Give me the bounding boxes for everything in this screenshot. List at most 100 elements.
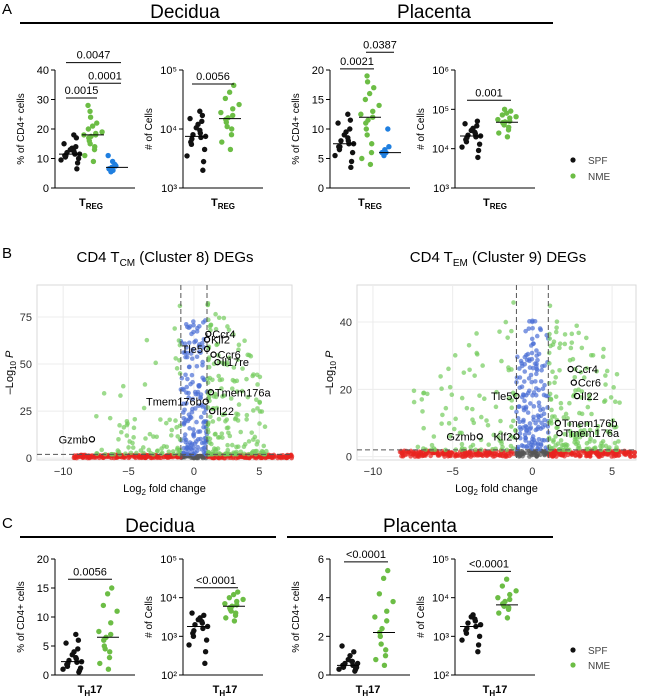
volcano-point bbox=[504, 447, 510, 453]
volcano-point bbox=[189, 356, 195, 361]
data-point bbox=[499, 583, 506, 589]
labeled-gene-point bbox=[88, 436, 96, 443]
volcano-point bbox=[531, 417, 536, 423]
data-point bbox=[94, 120, 100, 126]
data-point bbox=[386, 144, 392, 150]
data-point bbox=[465, 132, 471, 138]
volcano-point bbox=[580, 431, 586, 437]
y-tick-label: 10⁴ bbox=[432, 144, 449, 156]
data-point bbox=[222, 600, 228, 607]
volcano-point bbox=[584, 441, 590, 446]
panel-label-c: C bbox=[2, 515, 13, 532]
y-axis-label: –Log10 P bbox=[324, 350, 338, 394]
volcano-point bbox=[164, 444, 170, 450]
data-point bbox=[476, 633, 483, 640]
data-point bbox=[364, 132, 370, 138]
data-point bbox=[108, 620, 114, 626]
volcano-point bbox=[607, 445, 612, 450]
plot-area bbox=[36, 284, 293, 461]
volcano-point bbox=[535, 357, 540, 363]
volcano-point bbox=[94, 451, 99, 456]
volcano-point bbox=[190, 379, 195, 385]
volcano-point bbox=[217, 434, 222, 440]
volcano-point bbox=[491, 432, 497, 438]
volcano-point bbox=[460, 454, 466, 459]
volcano-point bbox=[548, 396, 554, 402]
data-point bbox=[202, 649, 209, 655]
data-point bbox=[378, 641, 384, 647]
volcano-point bbox=[194, 419, 199, 425]
data-point bbox=[475, 649, 481, 655]
volcano-point bbox=[587, 427, 593, 433]
volcano-point bbox=[191, 319, 196, 324]
gene-label: Il22 bbox=[581, 391, 599, 403]
y-tick-label: 10⁵ bbox=[432, 104, 449, 116]
volcano-point bbox=[534, 371, 539, 377]
volcano-point bbox=[585, 421, 590, 427]
volcano-point bbox=[155, 454, 161, 460]
volcano-point bbox=[229, 386, 235, 391]
volcano-point bbox=[549, 407, 554, 413]
data-point bbox=[189, 136, 195, 142]
volcano-point bbox=[568, 345, 574, 351]
volcano-point bbox=[525, 410, 531, 415]
data-point bbox=[186, 642, 192, 648]
volcano-point bbox=[560, 447, 566, 453]
volcano-point bbox=[193, 406, 198, 411]
labeled-gene-point bbox=[556, 429, 563, 437]
y-tick-label: 50 bbox=[20, 359, 32, 371]
x-axis-label: TH17 bbox=[483, 684, 508, 698]
volcano-point bbox=[470, 406, 475, 412]
y-tick-label: 10 bbox=[312, 124, 324, 136]
volcano-point bbox=[78, 452, 83, 458]
volcano-point bbox=[449, 450, 454, 456]
volcano-point bbox=[421, 390, 427, 396]
volcano-point bbox=[411, 399, 417, 405]
volcano-point bbox=[534, 348, 539, 353]
p-value-label: <0.0001 bbox=[346, 549, 386, 561]
p-value-label: 0.001 bbox=[475, 87, 503, 99]
volcano-point bbox=[551, 437, 556, 443]
volcano-point bbox=[120, 383, 126, 389]
volcano-point bbox=[595, 451, 601, 456]
volcano-point bbox=[612, 399, 618, 405]
volcano-point bbox=[71, 455, 77, 461]
volcano-point bbox=[491, 454, 496, 459]
labeled-gene-point bbox=[554, 419, 562, 427]
x-label-rest: 17 bbox=[225, 684, 237, 696]
volcano-point bbox=[246, 439, 252, 444]
volcano-point bbox=[187, 340, 192, 346]
y-tick-label: 10² bbox=[161, 670, 177, 682]
volcano-point bbox=[173, 418, 178, 423]
data-point bbox=[347, 117, 354, 123]
volcano-point bbox=[221, 315, 227, 321]
gene-label: Tmem176b bbox=[562, 418, 618, 430]
x-label-main: T bbox=[79, 197, 86, 209]
volcano-point bbox=[184, 445, 190, 450]
p-value-label: <0.0001 bbox=[196, 575, 236, 587]
volcano-point bbox=[179, 375, 185, 381]
volcano-point bbox=[513, 428, 518, 434]
volcano-point bbox=[184, 401, 189, 406]
y-tick-label: 10⁵ bbox=[160, 554, 177, 566]
data-point bbox=[107, 649, 113, 655]
section-c-title-left: Decidua bbox=[125, 516, 195, 537]
volcano-point bbox=[255, 382, 260, 387]
volcano-point bbox=[453, 416, 458, 422]
volcano-point bbox=[567, 357, 573, 363]
volcano-point bbox=[133, 455, 138, 461]
data-point bbox=[87, 114, 94, 120]
volcano-point bbox=[466, 343, 472, 348]
volcano-point bbox=[562, 341, 568, 347]
volcano-point bbox=[546, 350, 552, 356]
data-point bbox=[338, 138, 344, 144]
volcano-point bbox=[199, 340, 205, 346]
volcano-point bbox=[145, 454, 150, 459]
y-axis-label: # of Cells bbox=[416, 596, 427, 638]
volcano-point bbox=[506, 367, 512, 373]
labeled-gene-point bbox=[203, 336, 211, 343]
data-point bbox=[101, 643, 108, 649]
volcano-point bbox=[195, 437, 201, 442]
volcano-point bbox=[566, 421, 572, 427]
data-point bbox=[85, 102, 91, 109]
